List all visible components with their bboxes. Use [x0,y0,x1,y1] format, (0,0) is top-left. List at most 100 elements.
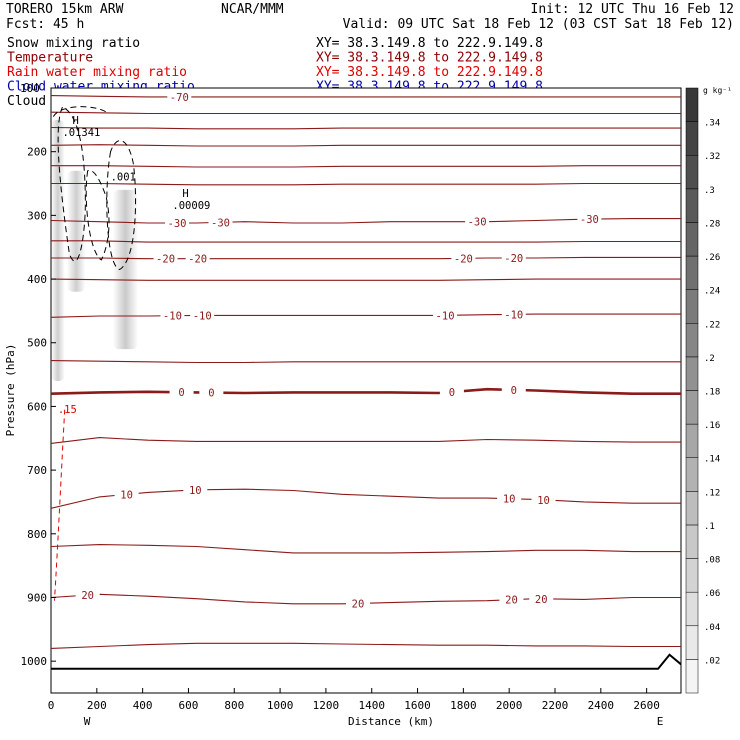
contour-label-bg [199,386,224,399]
contour-label-bg [501,252,526,265]
terrain-line [51,653,681,670]
contour-label: -30 [168,218,187,230]
temperature-contour [51,488,681,509]
snow-shading [51,119,139,381]
x-tick-label: 0 [48,699,55,712]
contour-label: -30 [580,214,599,226]
x-tick-label: 600 [179,699,199,712]
contour-label: -70 [170,92,189,104]
contour-label-bg [114,488,139,501]
contour-label: -20 [156,254,175,266]
contour-label-bg [208,216,233,229]
x-tick-label: 1200 [313,699,340,712]
colorbar-swatch [685,356,699,391]
max-symbol: H [72,115,78,127]
field-name: Rain water mixing ratio [7,65,187,80]
cloud-ice-contour [106,140,137,271]
contour-label-bg [577,213,602,226]
temperature-contour [51,360,681,364]
contour-label: -30 [211,217,230,229]
colorbar-level: .18 [704,388,720,398]
colorbar-level: .26 [704,253,720,263]
x-tick-label: 1000 [267,699,294,712]
contour-label-bg [501,308,526,321]
colorbar-swatch [685,154,699,190]
contour-label: 0 [449,387,455,399]
colorbar-swatch [685,524,699,559]
contour-label: -10 [163,311,182,323]
contour-label: 10 [120,489,133,501]
field-name: Snow mixing ratio [7,36,140,51]
contour-label: 10 [189,485,202,497]
temperature-contour [51,111,681,115]
terrain-surface [51,653,681,670]
colorbar-swatch [685,659,699,694]
colorbar-swatch [685,491,699,526]
colorbar-swatch [685,390,699,425]
contour-label-bg [529,592,554,605]
colorbar-swatch [685,87,699,122]
cloud-ice-contours [52,106,137,601]
cloud-ice-contour [57,106,86,262]
west-end-label: W [84,715,91,728]
colorbar-level: .2 [704,354,715,364]
colorbar-swatch [685,121,699,156]
colorbar-level: .1 [704,522,715,532]
contour-label-bg [75,589,100,602]
temperature-contour [51,144,681,147]
contour-label-bg [153,252,178,265]
colorbar-level: .14 [704,455,720,465]
contour-label: 0 [178,387,184,399]
colorbar-swatch [685,222,699,257]
contour-label-bg [167,90,192,103]
field-xy: XY= 38.3.149.8 to 222.9.149.8 [316,51,543,66]
contour-label-bg [190,309,215,322]
x-axis-ticks: 0 200 400 600 800 1000 1200 1400 1600 1800 2000 220… [48,688,660,712]
y-tick-label: 800 [27,528,47,541]
x-tick-label: 1600 [404,699,431,712]
colorbar-swatch [685,289,699,324]
contour-label: -30 [468,217,487,229]
y-tick-label: 200 [27,146,47,159]
contour-label: 10 [503,494,516,506]
y-tick-label: 400 [27,273,47,286]
colorbar-level: .08 [704,556,720,566]
contour-label-bg [499,593,524,606]
init-time: Init: 12 UTC Thu 16 Feb 12 [531,2,735,17]
temperature-contour [51,182,681,186]
valid-time: Valid: 09 UTC Sat 18 Feb 12 (03 CST Sat … [343,17,734,32]
temperature-contour [51,165,681,168]
colorbar-level: .3 [704,186,715,196]
colorbar-level: .12 [704,488,720,498]
y-tick-label: 900 [27,591,47,604]
x-tick-label: 1800 [450,699,477,712]
x-tick-label: 800 [224,699,244,712]
y-axis-label: Pressure (hPa) [4,344,17,437]
x-tick-label: 2600 [633,699,660,712]
colorbar-level: .06 [704,589,720,599]
plot-frame [50,87,682,694]
snow-column [112,189,139,350]
contour-label: 10 [537,495,550,507]
snow-column [51,119,65,381]
model-title: TORERO 15km ARW [6,2,124,17]
contour-label-bg [465,215,490,228]
cloud-ice-contour [52,106,109,117]
contour-label: -20 [188,254,207,266]
contour-label-bg [433,309,458,322]
contour-labels: -70 -30 -30 -30 -30 -20 -20 -20 -20 -10 -10 -10 -10 0… [75,90,602,610]
colorbar-level: .34 [704,119,720,129]
temperature-contour [51,278,681,281]
contour-label: 0 [511,385,517,397]
colorbar-swatch [685,423,699,458]
contour-label-bg [169,386,194,399]
contour-label-bg [451,252,476,265]
x-tick-label: 2200 [542,699,569,712]
colorbar-level: .28 [704,219,720,229]
colorbar-swatch [685,591,699,627]
max-value: .001 [111,171,136,183]
colorbar-level: .04 [704,623,720,633]
colorbar: g kg⁻¹ .02 .04 .06 .08 .1 .12 .14 .16 .18 .2 .22 .2… [685,86,732,694]
contour-label-bg [165,217,189,230]
colorbar-swatch [685,457,699,492]
